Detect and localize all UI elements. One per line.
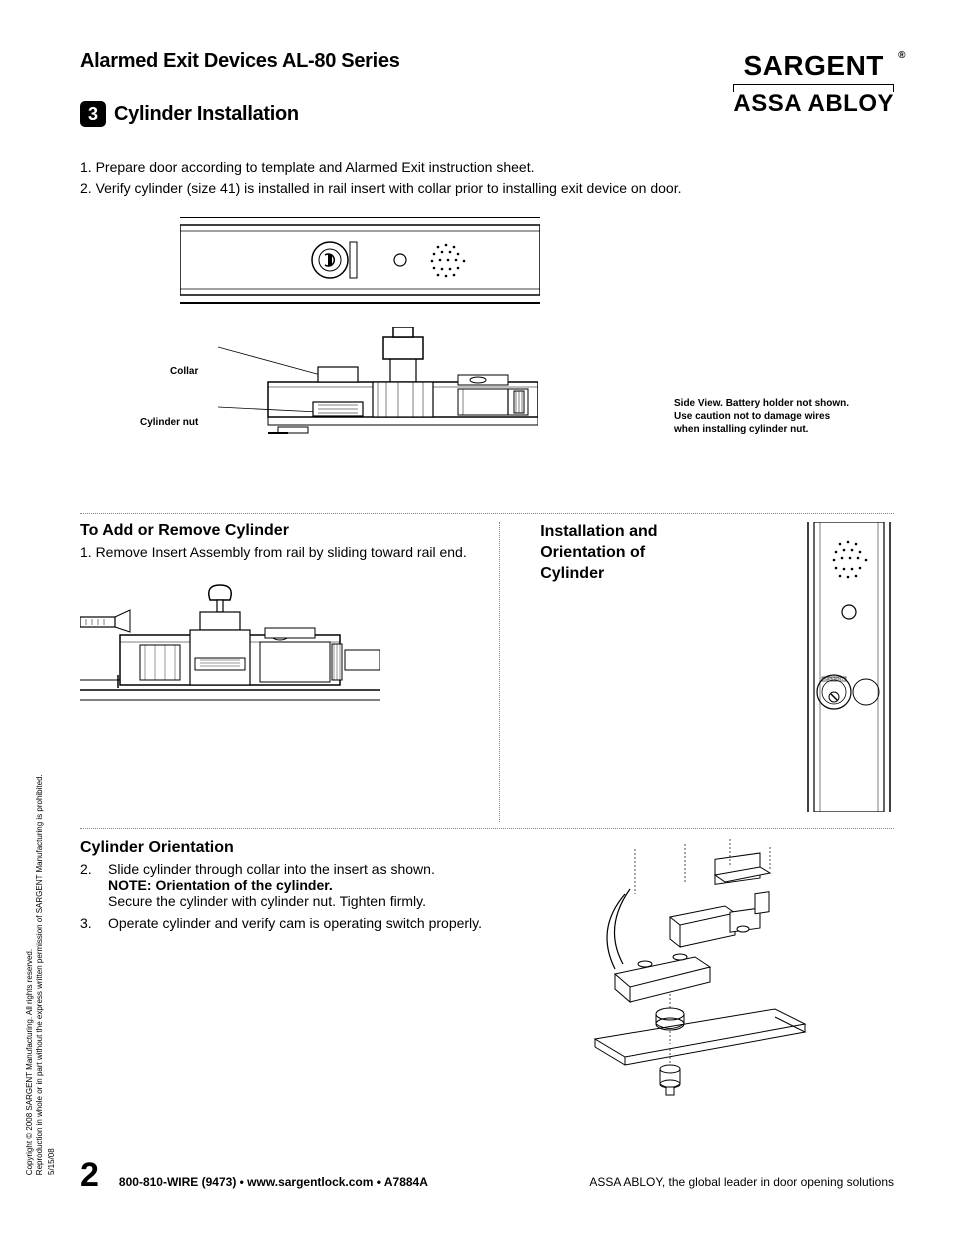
step-2-note: NOTE: Orientation of the cylinder. — [108, 877, 435, 893]
figure-rail-front — [180, 217, 894, 307]
step-number-badge: 3 — [80, 101, 106, 127]
label-cylinder-nut: Cylinder nut — [140, 417, 198, 428]
step-2-number: 2. — [80, 861, 94, 909]
installation-orientation-title: Installation and Orientation of Cylinder — [540, 522, 784, 584]
footer-tagline: ASSA ABLOY, the global leader in door op… — [589, 1175, 894, 1195]
label-collar: Collar — [140, 366, 198, 377]
figure-vertical-rail: SARGENT — [804, 522, 894, 812]
step-3-number: 3. — [80, 915, 94, 931]
copyright-text: Copyright © 2008 SARGENT Manufacturing. … — [25, 775, 44, 1175]
document-title: Alarmed Exit Devices AL-80 Series — [80, 50, 733, 73]
figure-rail-side — [218, 327, 538, 467]
figure-caption: Side View. Battery holder not shown. Use… — [674, 397, 894, 436]
logo-assa-abloy: ASSA ABLOY — [733, 90, 894, 118]
add-remove-step: 1. Remove Insert Assembly from rail by s… — [80, 544, 469, 560]
cylinder-orientation-title: Cylinder Orientation — [80, 839, 496, 857]
page-number: 2 — [80, 1156, 99, 1195]
svg-text:SARGENT: SARGENT — [824, 676, 844, 681]
add-remove-title: To Add or Remove Cylinder — [80, 522, 469, 540]
section-title: Cylinder Installation — [114, 103, 299, 126]
divider — [80, 828, 894, 829]
figure-insert-assembly — [80, 580, 469, 730]
divider — [80, 513, 894, 514]
intro-step-1: 1. Prepare door according to template an… — [80, 157, 894, 178]
logo-sargent: SARGENT — [733, 50, 894, 82]
brand-logo: SARGENT ASSA ABLOY — [733, 50, 894, 118]
step-3-text: Operate cylinder and verify cam is opera… — [108, 915, 482, 931]
step-2-line1: Slide cylinder through collar into the i… — [108, 861, 435, 877]
step-2-line3: Secure the cylinder with cylinder nut. T… — [108, 893, 435, 909]
figure-exploded-view — [516, 839, 894, 1099]
revision-date: 5/15/08 — [47, 1148, 56, 1175]
footer-contact: 800-810-WIRE (9473) • www.sargentlock.co… — [99, 1175, 589, 1195]
intro-step-2: 2. Verify cylinder (size 41) is installe… — [80, 178, 894, 199]
